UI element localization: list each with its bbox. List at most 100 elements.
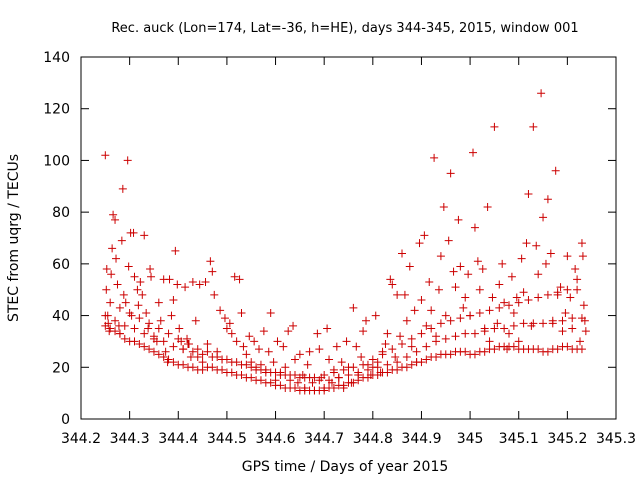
data-point [490,324,499,333]
data-point [534,270,543,279]
data-point [480,327,489,336]
data-point [500,324,509,333]
chart-title: Rec. auck (Lon=174, Lat=-36, h=HE), days… [111,21,578,36]
data-point [250,337,259,346]
data-point [568,314,577,323]
data-point [420,231,429,240]
data-point [222,355,231,364]
data-point [446,350,455,359]
data-point [213,352,222,361]
data-point [495,303,504,312]
x-axis-label: GPS time / Days of year 2015 [242,459,449,475]
data-point [524,190,533,199]
data-point [140,342,149,351]
data-point [222,324,231,333]
x-tick-label: 344.7 [304,431,344,447]
data-point [261,365,270,374]
y-tick-label: 140 [43,50,70,66]
data-point [281,371,290,380]
data-point [119,290,128,299]
data-point [107,270,116,279]
data-point [480,347,489,356]
data-point [242,360,251,369]
data-point [507,272,516,281]
data-point [495,280,504,289]
data-point [493,319,502,328]
data-point [517,254,526,263]
y-tick-label: 40 [52,309,70,325]
data-point [218,365,227,374]
data-point [281,363,290,372]
data-point [242,350,251,359]
data-point [135,314,144,323]
data-point [519,288,528,297]
data-point [363,373,372,382]
data-point [154,298,163,307]
data-point [470,350,479,359]
data-point [373,371,382,380]
data-point [483,202,492,211]
plot-frame [80,56,617,420]
data-point [514,298,523,307]
data-point [125,308,134,317]
data-point [111,215,120,224]
data-point [159,352,168,361]
data-point [422,342,431,351]
data-point [112,254,121,263]
data-point [470,329,479,338]
data-point [383,368,392,377]
data-point [113,280,122,289]
data-point [208,363,217,372]
data-point [230,272,239,281]
data-point [198,365,207,374]
data-point [198,350,207,359]
data-point [154,350,163,359]
data-point [469,148,478,157]
data-point [359,327,368,336]
data-point [295,350,304,359]
data-point [441,311,450,320]
data-point [203,340,212,349]
data-point [543,347,552,356]
data-point [334,373,343,382]
data-point [509,308,518,317]
data-point [459,303,468,312]
data-point [208,267,217,276]
data-point [140,231,149,240]
data-point [485,306,494,315]
data-point [393,290,402,299]
data-point [145,345,154,354]
data-point [344,371,353,380]
data-point [121,298,130,307]
x-tick-label: 345.1 [499,431,539,447]
data-point [434,285,443,294]
data-point [439,202,448,211]
data-point [546,249,555,258]
data-point [291,371,299,380]
data-point [133,285,142,294]
data-point [252,363,261,372]
data-point [461,347,470,356]
data-point [558,327,567,336]
data-point [566,293,575,302]
data-point [284,327,293,336]
data-point [398,249,406,258]
data-point [388,345,397,354]
data-point [354,376,363,385]
data-point [415,239,424,248]
data-point [363,365,372,374]
data-point [427,324,436,333]
data-point [357,352,366,361]
data-point [247,373,256,382]
data-point [488,293,497,302]
data-point [444,236,453,245]
data-point [145,319,154,328]
data-point [337,358,346,367]
data-point [383,360,392,369]
data-point [293,378,302,387]
data-point [184,340,192,349]
data-point [402,363,411,372]
data-point [300,373,309,382]
data-point [142,308,151,317]
data-point [381,340,390,349]
